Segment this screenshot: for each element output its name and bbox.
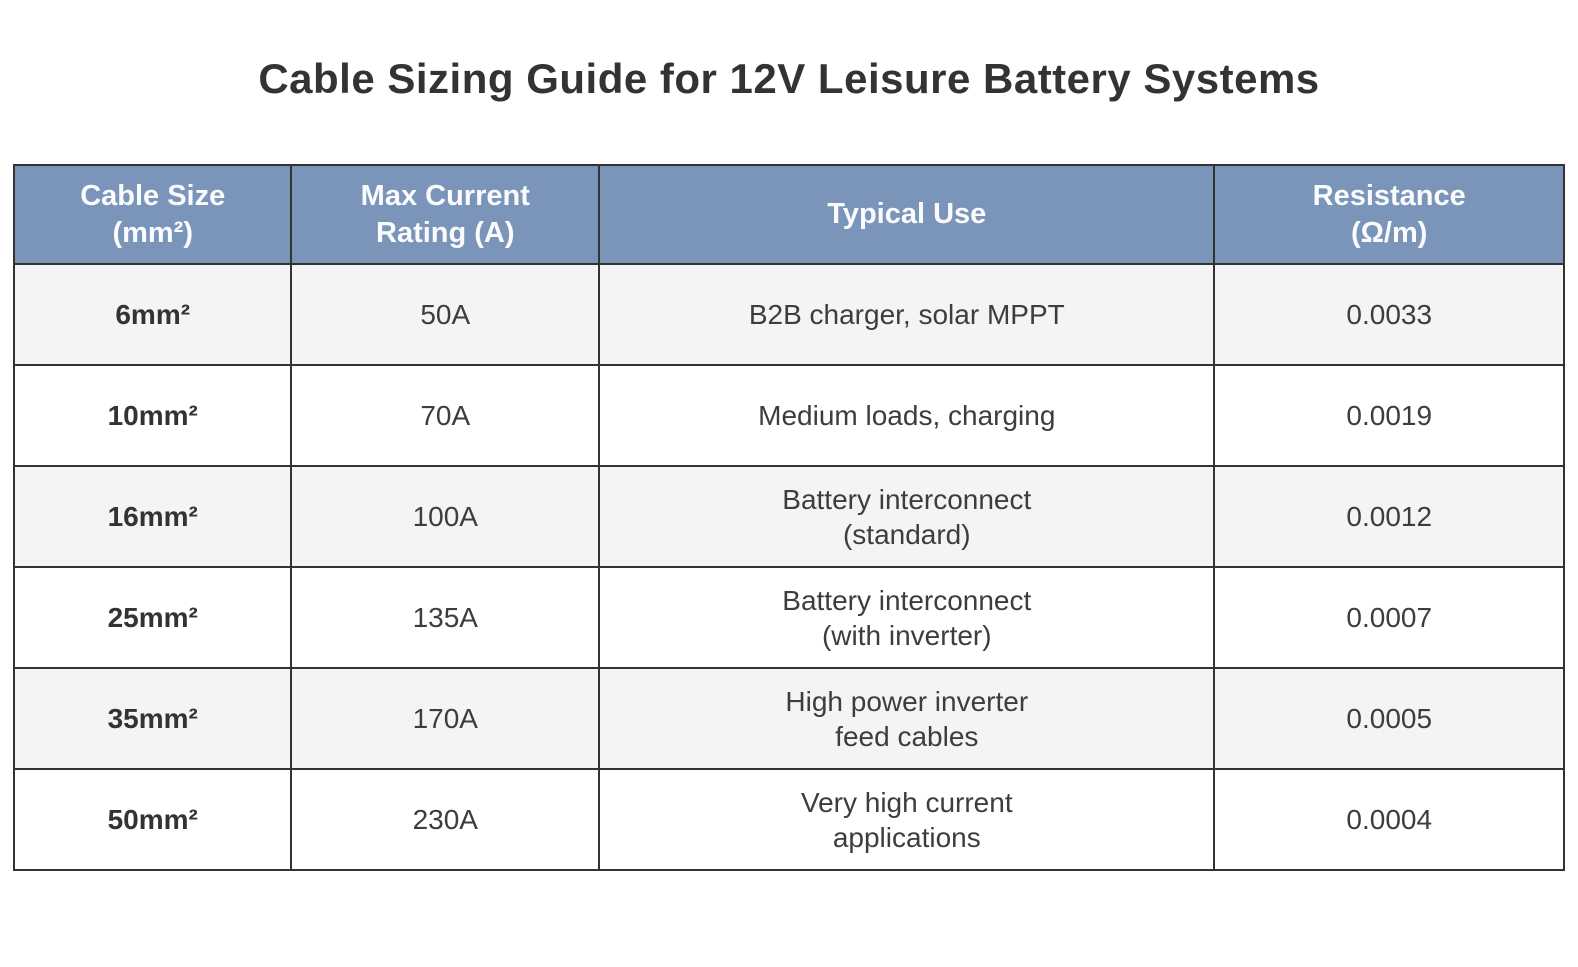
table-header: Cable Size (mm²) Max Current Rating (A) … — [12, 164, 1565, 265]
table-row: 10mm² 70A Medium loads, charging 0.0019 — [12, 364, 1565, 467]
cell-max-current: 170A — [290, 667, 601, 770]
cell-cable-size: 25mm² — [12, 566, 293, 669]
cell-cable-size: 16mm² — [12, 465, 293, 568]
cell-resistance: 0.0033 — [1213, 263, 1565, 366]
column-header-resistance: Resistance (Ω/m) — [1213, 164, 1565, 265]
cell-max-current: 135A — [290, 566, 601, 669]
column-header-cable-size: Cable Size (mm²) — [12, 164, 293, 265]
cell-typical-use: Battery interconnect (with inverter) — [598, 566, 1216, 669]
table-body: 6mm² 50A B2B charger, solar MPPT 0.0033 … — [12, 263, 1565, 871]
header-row: Cable Size (mm²) Max Current Rating (A) … — [12, 164, 1565, 265]
column-header-max-current: Max Current Rating (A) — [290, 164, 601, 265]
cell-typical-use: High power inverter feed cables — [598, 667, 1216, 770]
cell-max-current: 50A — [290, 263, 601, 366]
cell-typical-use: B2B charger, solar MPPT — [598, 263, 1216, 366]
cell-typical-use: Battery interconnect (standard) — [598, 465, 1216, 568]
page-title: Cable Sizing Guide for 12V Leisure Batte… — [258, 55, 1320, 102]
cell-resistance: 0.0007 — [1213, 566, 1565, 669]
table-row: 25mm² 135A Battery interconnect (with in… — [12, 566, 1565, 669]
cell-typical-use: Medium loads, charging — [598, 364, 1216, 467]
cell-cable-size: 6mm² — [12, 263, 293, 366]
cell-max-current: 70A — [290, 364, 601, 467]
cell-resistance: 0.0004 — [1213, 768, 1565, 871]
cell-cable-size: 10mm² — [12, 364, 293, 467]
cell-max-current: 230A — [290, 768, 601, 871]
cell-resistance: 0.0019 — [1213, 364, 1565, 467]
cable-sizing-table: Cable Size (mm²) Max Current Rating (A) … — [12, 164, 1565, 871]
table-row: 6mm² 50A B2B charger, solar MPPT 0.0033 — [12, 263, 1565, 366]
cell-typical-use: Very high current applications — [598, 768, 1216, 871]
cell-resistance: 0.0005 — [1213, 667, 1565, 770]
table-row: 35mm² 170A High power inverter feed cabl… — [12, 667, 1565, 770]
cell-cable-size: 50mm² — [12, 768, 293, 871]
cell-max-current: 100A — [290, 465, 601, 568]
table-row: 16mm² 100A Battery interconnect (standar… — [12, 465, 1565, 568]
column-header-typical-use: Typical Use — [598, 164, 1216, 265]
table-row: 50mm² 230A Very high current application… — [12, 768, 1565, 871]
cell-resistance: 0.0012 — [1213, 465, 1565, 568]
cell-cable-size: 35mm² — [12, 667, 293, 770]
